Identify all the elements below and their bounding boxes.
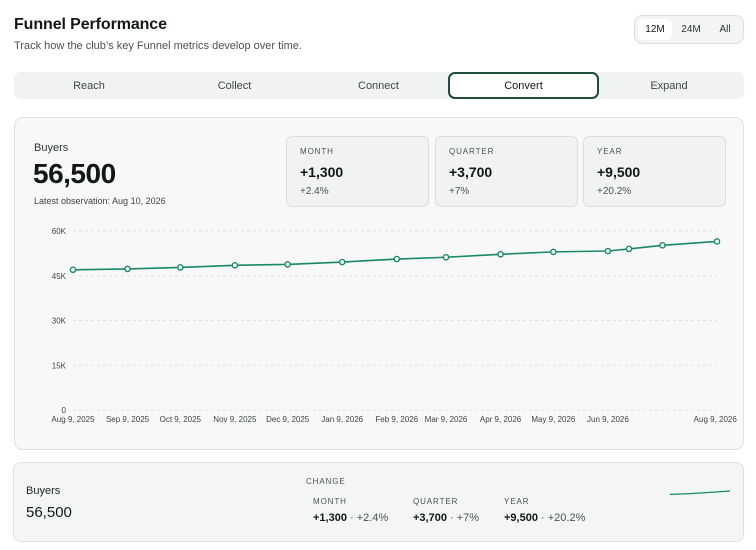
stat-month-label: MONTH [300, 147, 334, 156]
summary-year-label: YEAR [504, 497, 530, 506]
sparkline-path [669, 490, 731, 495]
y-tick-label: 15K [52, 361, 67, 370]
data-point [497, 250, 504, 258]
stat-month: MONTH +1,300 +2.4% [286, 136, 429, 207]
x-tick-label: Aug 9, 2025 [51, 415, 95, 424]
data-point [284, 261, 291, 268]
x-tick-label: Aug 9, 2026 [694, 415, 738, 424]
y-tick-label: 45K [52, 272, 67, 281]
y-tick-label: 30K [52, 317, 67, 326]
page-title: Funnel Performance [14, 16, 167, 33]
x-tick-label: Feb 9, 2026 [375, 415, 418, 424]
data-point [550, 248, 557, 256]
summary-label: Buyers [26, 485, 61, 497]
data-point [393, 255, 401, 263]
x-tick-label: Jan 9, 2026 [321, 415, 363, 424]
data-point [604, 247, 612, 255]
stat-year-pct: +20.2% [597, 186, 632, 197]
range-toggle: 12M 24M All [634, 15, 744, 44]
stat-year-label: YEAR [597, 147, 623, 156]
summary-quarter-value: +3,700 [413, 512, 447, 524]
series-line [72, 240, 718, 271]
page-subtitle: Track how the club’s key Funnel metrics … [14, 40, 302, 52]
metric-card: Buyers 56,500 Latest observation: Aug 10… [14, 117, 744, 450]
summary-quarter-pct: · +7% [450, 512, 480, 524]
x-tick-label: Jun 9, 2026 [587, 415, 629, 424]
summary-year-value: +9,500 [504, 512, 538, 524]
stat-month-value: +1,300 [300, 164, 344, 180]
summary-month-value: +1,300 [313, 512, 347, 524]
stage-tabs: Reach Collect Connect Convert Expand [14, 72, 744, 99]
data-point [625, 245, 633, 253]
tab-convert[interactable]: Convert [448, 72, 599, 99]
stat-month-pct: +2.4% [300, 186, 329, 197]
data-point [442, 253, 450, 261]
summary-value: 56,500 [26, 504, 72, 521]
stat-quarter-pct: +7% [449, 186, 470, 197]
metric-label: Buyers [34, 142, 69, 154]
buyers-line-chart: 0 15K 30K 45K 60K Aug 9, 2025 Sep 9, 2025 Oct 9… [51, 227, 738, 424]
stat-quarter: QUARTER +3,700 +7% [435, 136, 578, 207]
stat-year: YEAR +9,500 +20.2% [583, 136, 726, 207]
y-tick-label: 60K [52, 227, 67, 236]
stat-year-value: +9,500 [597, 164, 641, 180]
x-tick-label: Mar 9, 2026 [425, 415, 468, 424]
summary-year-pct: · +20.2% [541, 512, 586, 524]
x-tick-label: May 9, 2026 [531, 415, 576, 424]
latest-observation: Latest observation: Aug 10, 2026 [34, 196, 166, 206]
range-all-button[interactable]: All [719, 24, 731, 35]
data-point [659, 242, 666, 249]
x-tick-label: Apr 9, 2026 [480, 415, 522, 424]
stat-quarter-value: +3,700 [449, 164, 493, 180]
x-tick-label: Nov 9, 2025 [213, 415, 257, 424]
tab-collect[interactable]: Collect [217, 79, 252, 92]
stat-quarter-label: QUARTER [449, 147, 495, 156]
summary-quarter-label: QUARTER [413, 497, 459, 506]
summary-change-quarter: QUARTER +3,700 · +7% [413, 497, 479, 524]
summary-month-pct: · +2.4% [350, 512, 389, 524]
summary-change-year: YEAR +9,500 · +20.2% [504, 497, 585, 524]
change-heading: CHANGE [306, 477, 346, 486]
summary-change-month: MONTH +1,300 · +2.4% [313, 497, 388, 524]
data-point [338, 258, 346, 266]
range-12m-button[interactable]: 12M [638, 19, 672, 40]
summary-month-label: MONTH [313, 497, 347, 506]
range-24m-button[interactable]: 24M [681, 24, 701, 35]
data-point [231, 262, 239, 269]
data-point [177, 264, 184, 271]
data-point [713, 238, 721, 245]
x-tick-label: Dec 9, 2025 [266, 415, 310, 424]
x-tick-label: Oct 9, 2025 [160, 415, 202, 424]
x-tick-label: Sep 9, 2025 [106, 415, 150, 424]
tab-reach[interactable]: Reach [73, 79, 105, 92]
data-point [124, 265, 131, 273]
summary-sparkline [669, 490, 731, 495]
tab-expand[interactable]: Expand [650, 79, 688, 92]
y-tick-label: 0 [62, 406, 67, 415]
tab-connect[interactable]: Connect [358, 79, 399, 92]
data-point [69, 266, 77, 274]
metric-value: 56,500 [33, 158, 116, 189]
summary-card: Buyers 56,500 CHANGE MONTH +1,300 · +2.4… [13, 462, 744, 542]
